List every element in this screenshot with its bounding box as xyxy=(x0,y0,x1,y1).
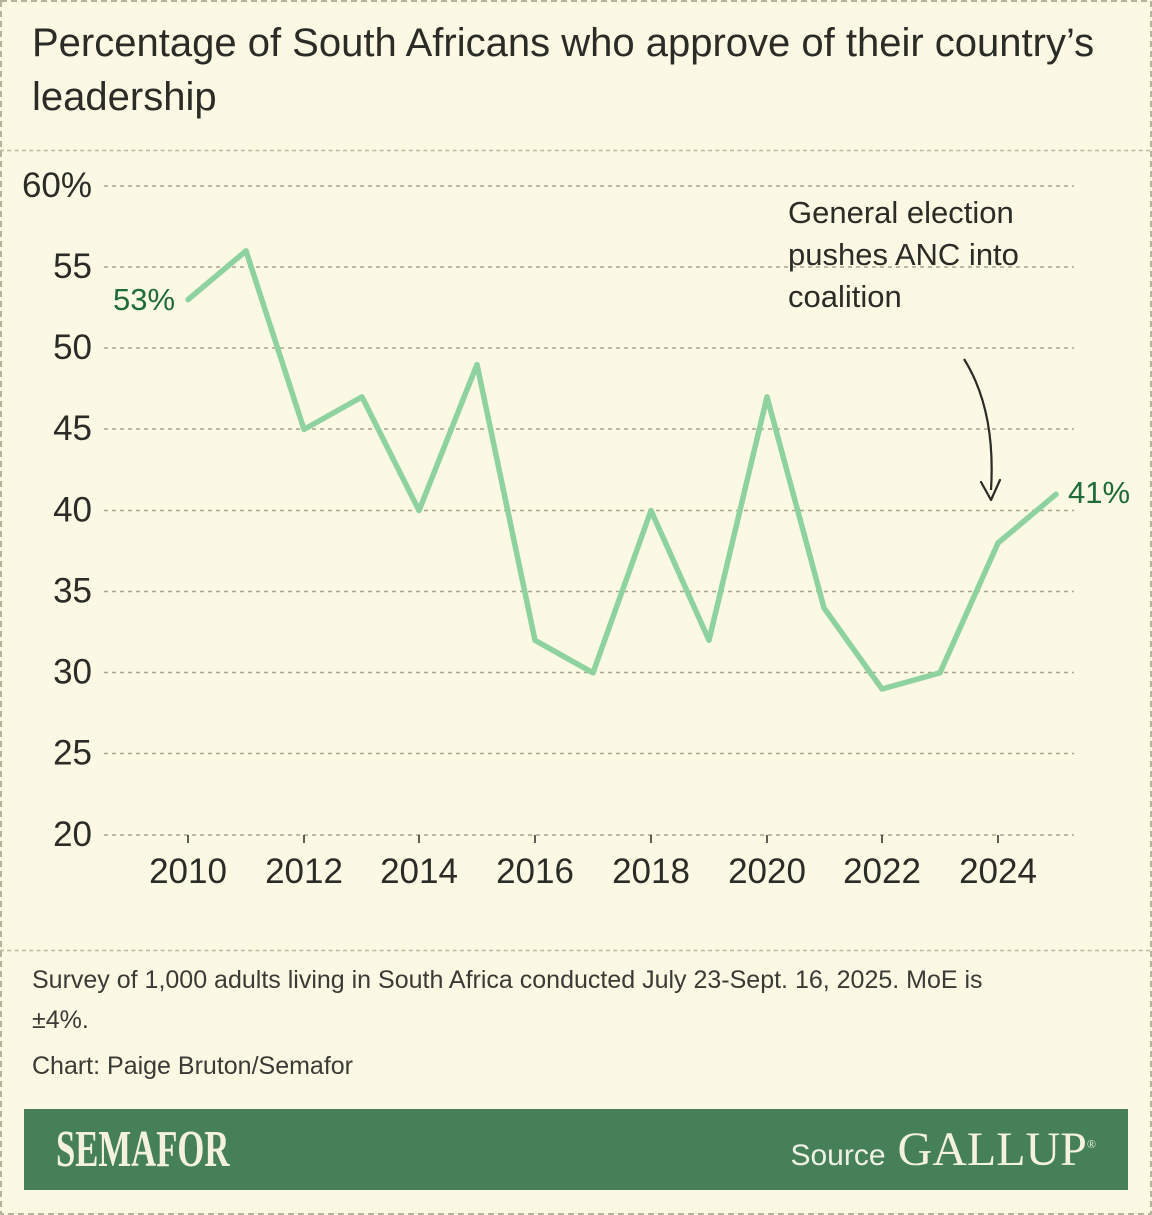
svg-text:2014: 2014 xyxy=(380,852,458,891)
svg-text:50: 50 xyxy=(53,328,92,367)
svg-text:coalition: coalition xyxy=(788,279,902,314)
svg-text:2020: 2020 xyxy=(728,852,806,891)
svg-text:20: 20 xyxy=(53,815,92,854)
svg-text:53%: 53% xyxy=(113,282,175,317)
svg-text:41%: 41% xyxy=(1068,475,1130,510)
svg-text:55: 55 xyxy=(53,247,92,286)
svg-text:40: 40 xyxy=(53,491,92,530)
svg-text:2016: 2016 xyxy=(496,852,574,891)
svg-text:2010: 2010 xyxy=(149,852,227,891)
svg-text:pushes ANC into: pushes ANC into xyxy=(788,237,1019,272)
svg-text:25: 25 xyxy=(53,734,92,773)
svg-text:30: 30 xyxy=(53,653,92,692)
svg-text:60%: 60% xyxy=(22,166,92,205)
svg-text:2024: 2024 xyxy=(959,852,1037,891)
svg-text:45: 45 xyxy=(53,409,92,448)
svg-text:2018: 2018 xyxy=(612,852,690,891)
svg-text:2012: 2012 xyxy=(265,852,343,891)
svg-text:2022: 2022 xyxy=(843,852,921,891)
svg-text:35: 35 xyxy=(53,572,92,611)
svg-text:General election: General election xyxy=(788,195,1014,230)
